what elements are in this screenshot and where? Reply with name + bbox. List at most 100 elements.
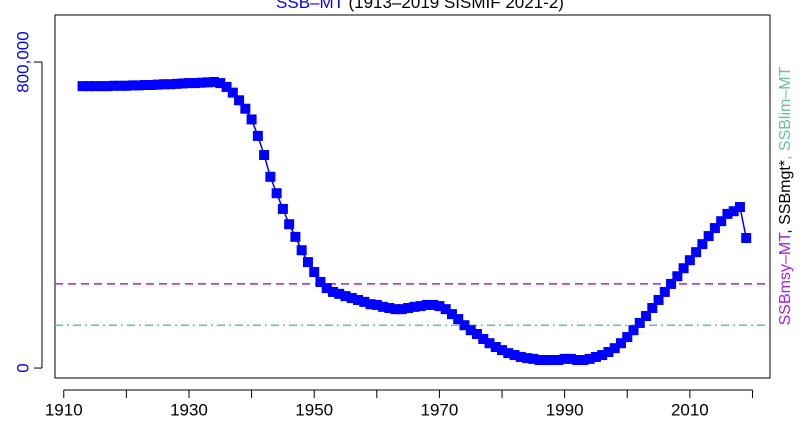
data-point xyxy=(302,257,313,268)
y-tick-label: 0 xyxy=(13,363,32,372)
data-point xyxy=(666,278,677,289)
data-point xyxy=(246,114,257,125)
data-point xyxy=(390,304,401,315)
data-point xyxy=(428,299,439,310)
data-point xyxy=(415,301,426,312)
data-point xyxy=(83,81,94,92)
x-tick-label: 2010 xyxy=(671,400,709,419)
data-point xyxy=(102,81,113,92)
chart-title: SSB–MT (1913–2019 SISMIF 2021-2) xyxy=(276,0,564,12)
data-point xyxy=(478,333,489,344)
data-point xyxy=(503,348,514,359)
data-point xyxy=(140,79,151,90)
data-point xyxy=(315,276,326,287)
legend-entry: , SSBmgt* xyxy=(777,160,794,234)
data-point xyxy=(709,223,720,234)
data-point xyxy=(271,188,282,199)
data-point xyxy=(152,79,163,90)
data-point xyxy=(221,81,232,92)
data-point xyxy=(497,345,508,356)
data-point xyxy=(403,303,414,314)
data-point xyxy=(528,353,539,364)
data-point xyxy=(127,80,138,91)
data-point xyxy=(240,103,251,114)
data-point xyxy=(365,299,376,310)
data-point xyxy=(728,206,739,217)
data-point xyxy=(547,355,558,366)
data-point xyxy=(490,342,501,353)
data-point xyxy=(252,130,263,141)
data-point xyxy=(384,303,395,314)
data-point xyxy=(590,351,601,362)
data-point xyxy=(90,81,101,92)
data-point xyxy=(227,87,238,98)
data-point xyxy=(578,355,589,366)
data-point xyxy=(453,314,464,325)
data-point xyxy=(741,233,752,244)
data-point xyxy=(421,299,432,310)
data-point xyxy=(284,219,295,230)
data-point xyxy=(509,350,520,361)
data-point xyxy=(215,78,226,89)
data-point xyxy=(565,353,576,364)
data-point xyxy=(121,80,132,91)
x-tick-label: 1950 xyxy=(295,400,333,419)
data-point xyxy=(572,355,583,366)
data-point xyxy=(603,346,614,357)
data-point xyxy=(259,149,270,160)
data-point xyxy=(722,208,733,219)
title-part: SSB–MT xyxy=(276,0,344,12)
data-point xyxy=(309,267,320,278)
data-point xyxy=(158,79,169,90)
data-point xyxy=(359,296,370,307)
data-point xyxy=(471,329,482,340)
data-point xyxy=(522,353,533,364)
data-point xyxy=(115,80,126,91)
data-point xyxy=(190,78,201,89)
data-point xyxy=(277,203,288,214)
data-point xyxy=(534,355,545,366)
data-point xyxy=(378,301,389,312)
data-point xyxy=(202,77,213,88)
data-point xyxy=(196,77,207,88)
data-point xyxy=(96,81,107,92)
data-point xyxy=(265,171,276,182)
data-point xyxy=(584,353,595,364)
data-point xyxy=(597,350,608,361)
data-point xyxy=(434,301,445,312)
data-point xyxy=(559,353,570,364)
x-tick-label: 1910 xyxy=(45,400,83,419)
data-point xyxy=(540,355,551,366)
data-point xyxy=(647,303,658,314)
data-point xyxy=(615,338,626,349)
data-point xyxy=(622,332,633,343)
data-point xyxy=(653,294,664,305)
data-point xyxy=(290,231,301,242)
data-point xyxy=(177,78,188,89)
data-point xyxy=(691,247,702,258)
data-point xyxy=(734,202,745,213)
legend-entry: SSBmsy–MT xyxy=(777,232,794,326)
data-point xyxy=(340,291,351,302)
data-point xyxy=(209,76,220,87)
legend-entry: , SSBlim–MT xyxy=(777,66,794,160)
data-point xyxy=(409,301,420,312)
data-point xyxy=(165,79,176,90)
data-point xyxy=(703,231,714,242)
data-point xyxy=(716,216,727,227)
data-point xyxy=(321,283,332,294)
data-point xyxy=(327,286,338,297)
data-point xyxy=(77,81,88,92)
x-tick-label: 1970 xyxy=(421,400,459,419)
data-point xyxy=(659,286,670,297)
data-point xyxy=(672,271,683,282)
data-point xyxy=(146,79,157,90)
data-point xyxy=(553,355,564,366)
data-point xyxy=(634,317,645,328)
plot-frame xyxy=(54,14,771,379)
data-point xyxy=(334,288,345,299)
data-point xyxy=(353,294,364,305)
data-point xyxy=(609,343,620,354)
data-point xyxy=(396,304,407,315)
